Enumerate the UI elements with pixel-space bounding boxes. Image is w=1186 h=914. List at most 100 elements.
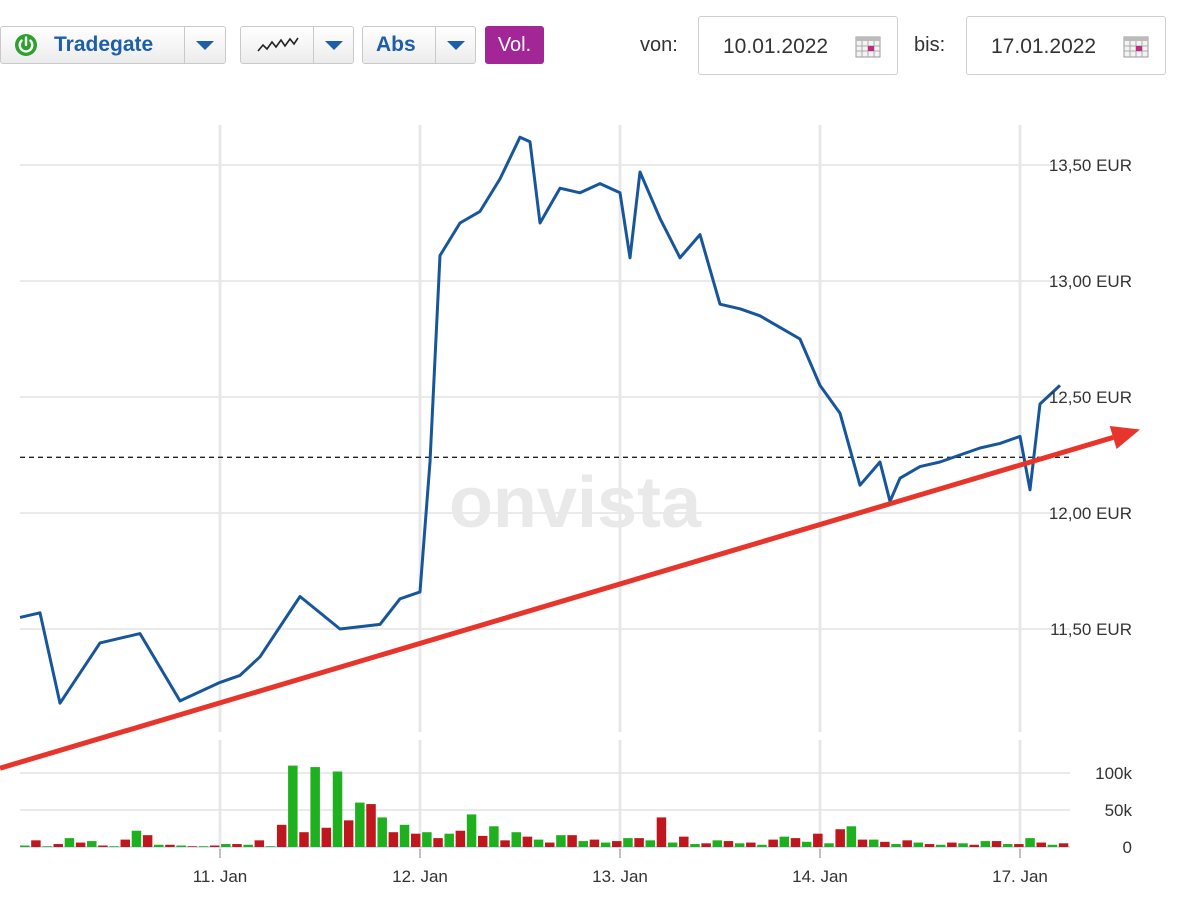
volume-bar-down <box>321 827 332 847</box>
volume-bar-up <box>891 844 901 847</box>
volume-bar-up <box>265 846 276 847</box>
volume-bar-up <box>556 835 566 847</box>
volume-bar-down <box>75 842 86 847</box>
volume-bar-up <box>868 839 879 847</box>
x-tick-label: 11. Jan <box>193 867 248 886</box>
x-tick-label: 12. Jan <box>392 867 448 886</box>
dropdown-arrow-icon[interactable] <box>314 27 353 63</box>
volume-bar-down <box>299 832 309 847</box>
volume-bar-down <box>53 844 64 847</box>
volume-bar-down <box>880 841 890 847</box>
volume-bar-down <box>31 840 41 847</box>
volume-bar-down <box>1058 843 1069 847</box>
from-label: von: <box>640 34 678 56</box>
volume-bar-up <box>511 832 521 847</box>
volume-bar-up <box>935 844 946 847</box>
volume-bar-down <box>969 844 979 847</box>
volume-toggle-button[interactable]: Vol. <box>485 26 544 64</box>
volume-bar-up <box>623 838 633 847</box>
volume-bar-up <box>422 832 432 847</box>
from-date-value: 10.01.2022 <box>723 35 829 58</box>
dropdown-arrow-icon[interactable] <box>436 27 475 63</box>
x-tick-label: 17. Jan <box>992 867 1048 886</box>
volume-bar-down <box>723 841 734 847</box>
volume-bar-down <box>991 841 1002 847</box>
volume-bar-up <box>20 845 30 847</box>
volume-bar-down <box>589 839 600 847</box>
volume-bar-down <box>924 844 935 847</box>
volume-bar-down <box>545 842 555 847</box>
to-label: bis: <box>914 34 946 56</box>
volume-bar-down <box>120 839 131 847</box>
volume-bar-down <box>902 840 912 847</box>
volume-bar-down <box>567 835 577 847</box>
volume-bar-up <box>712 840 723 847</box>
onvista-watermark: onvista <box>449 463 702 543</box>
price-tick-label: 11,50 EUR <box>1050 620 1132 639</box>
volume-bar-down <box>410 833 421 847</box>
volume-bar-up <box>64 838 75 847</box>
volume-bar-down <box>209 845 220 847</box>
volume-bar-up <box>1025 838 1035 847</box>
volume-bar-down <box>679 836 689 847</box>
volume-bar-up <box>1002 844 1013 847</box>
x-tick-label: 14. Jan <box>792 867 848 886</box>
volume-bar-up <box>757 844 767 847</box>
volume-bar-up <box>734 843 745 847</box>
volume-bar-down <box>1014 844 1024 847</box>
volume-bar-down <box>343 820 354 847</box>
volume-bar-up <box>913 842 924 847</box>
dropdown-arrow-icon[interactable] <box>185 27 225 63</box>
exchange-select[interactable]: Tradegate <box>0 26 226 64</box>
volume-bar-up <box>846 826 857 847</box>
to-date-field[interactable]: 17.01.2022 <box>966 16 1166 75</box>
volume-bar-up <box>1047 844 1058 847</box>
trend-arrow-head <box>1109 426 1140 449</box>
volume-bar-up <box>198 846 209 847</box>
calendar-icon[interactable] <box>855 36 881 63</box>
volume-bar-down <box>232 844 242 847</box>
volume-bar-down <box>947 842 957 847</box>
volume-tick-label: 0 <box>1123 838 1132 857</box>
volume-bar-down <box>857 839 868 847</box>
price-tick-label: 12,50 EUR <box>1049 388 1132 407</box>
volume-bar-up <box>154 844 164 847</box>
volume-bar-down <box>500 840 510 847</box>
volume-bar-down <box>701 843 711 847</box>
volume-bar-up <box>310 767 320 847</box>
chart-type-select[interactable] <box>240 26 354 64</box>
volume-bar-up <box>243 844 253 847</box>
volume-tick-label: 50k <box>1105 801 1133 820</box>
price-line <box>19 135 1062 705</box>
volume-bar-up <box>466 814 477 847</box>
volume-bar-down <box>634 838 644 847</box>
calendar-icon[interactable] <box>1123 36 1149 63</box>
volume-bar-up <box>377 817 387 847</box>
volume-bar-down <box>98 845 108 847</box>
volume-bar-up <box>824 843 834 847</box>
volume-bar-up <box>87 841 97 847</box>
scale-mode-label: Abs <box>376 33 416 56</box>
volume-bar-up <box>958 843 968 847</box>
price-tick-label: 13,50 EUR <box>1049 156 1132 175</box>
volume-bar-up <box>533 839 544 847</box>
price-tick-label: 13,00 EUR <box>1049 272 1132 291</box>
volume-bar-down <box>813 833 823 847</box>
volume-bar-up <box>489 826 499 847</box>
volume-bar-down <box>746 842 756 847</box>
exchange-label: Tradegate <box>54 33 154 56</box>
volume-bar-down <box>522 836 533 847</box>
volume-bar-down <box>768 839 778 847</box>
volume-bar-down <box>388 832 399 847</box>
volume-bar-up <box>690 844 700 847</box>
volume-bar-up <box>109 846 119 847</box>
volume-bar-up <box>600 842 611 847</box>
volume-bar-up <box>667 842 678 847</box>
power-status-icon <box>11 27 41 63</box>
from-date-field[interactable]: 10.01.2022 <box>698 16 898 75</box>
volume-bar-down <box>142 835 153 847</box>
volume-bar-down <box>835 829 845 847</box>
scale-mode-select[interactable]: Abs <box>362 26 476 64</box>
volume-bar-down <box>612 841 622 847</box>
volume-bar-up <box>332 771 343 847</box>
